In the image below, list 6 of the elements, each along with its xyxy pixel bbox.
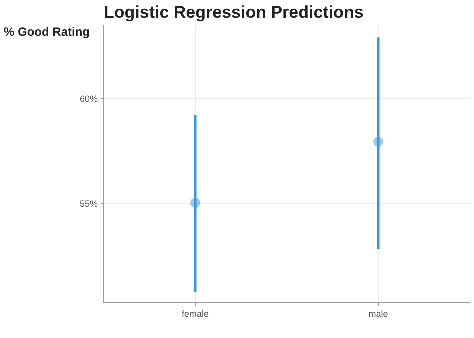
y-axis-title: % Good Rating: [4, 25, 90, 39]
x-tick-label: male: [368, 309, 388, 319]
chart-title: Logistic Regression Predictions: [104, 3, 364, 22]
y-tick-label: 55%: [80, 199, 98, 210]
x-tick-label: female: [182, 309, 210, 319]
y-tick-label: 60%: [80, 94, 98, 104]
